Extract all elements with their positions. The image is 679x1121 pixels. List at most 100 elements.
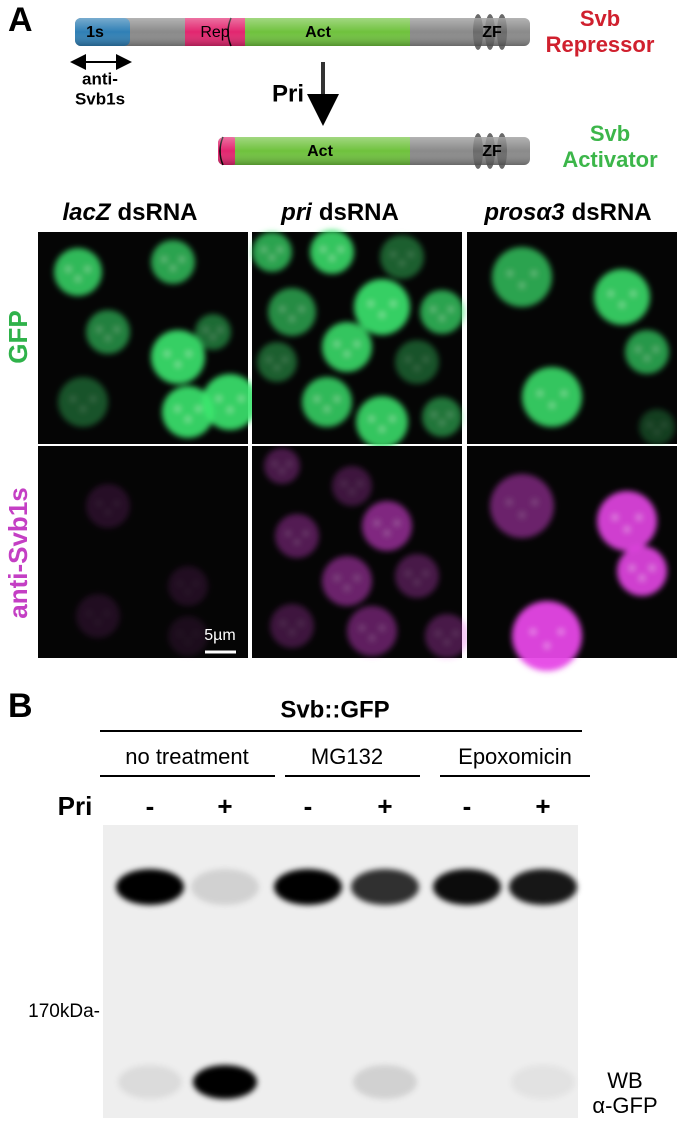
speckle [430, 306, 437, 313]
lane-label: - [304, 791, 313, 821]
nucleus [332, 466, 372, 506]
nucleus [490, 474, 554, 538]
speckle [324, 406, 330, 412]
nuclei [492, 247, 675, 445]
speckle [289, 629, 295, 636]
speckle [531, 499, 538, 506]
speckle [96, 326, 103, 333]
nucleus [275, 514, 319, 558]
nucleus [594, 269, 650, 325]
speckle [298, 306, 305, 313]
speckle [210, 334, 216, 341]
speckle [649, 565, 655, 571]
gene-name: pri [280, 199, 313, 226]
speckle [341, 480, 347, 487]
row-label: GFP [3, 310, 33, 363]
speckle [635, 346, 642, 353]
nucleus [257, 342, 297, 382]
speckle [506, 499, 513, 506]
nucleus [322, 322, 372, 372]
nucleus [354, 279, 410, 335]
speckle [238, 395, 245, 402]
speckle [161, 256, 168, 263]
speckle [531, 270, 537, 277]
speckle [297, 620, 304, 627]
speckle [612, 514, 618, 521]
speckle [195, 405, 202, 412]
speckle [282, 356, 288, 363]
speckle [636, 514, 642, 521]
nucleus [420, 290, 464, 334]
speckle [274, 364, 280, 371]
speckle [537, 390, 543, 397]
nucleus [168, 616, 208, 656]
antibody-label: WB [607, 1068, 642, 1093]
speckle [175, 361, 181, 368]
speckle [439, 419, 445, 426]
speckle [113, 500, 120, 507]
speckle [215, 395, 222, 402]
blot-bands [116, 869, 577, 1099]
micrograph [252, 230, 464, 448]
speckle [530, 628, 536, 635]
scale-bar-label: 5µm [204, 627, 235, 644]
lane-label: - [146, 791, 155, 821]
nucleus [58, 377, 108, 427]
speckle [369, 635, 375, 641]
nuclei [76, 484, 208, 656]
speckle [334, 341, 340, 347]
nucleus [264, 448, 300, 484]
speckle [269, 254, 275, 261]
micrograph [252, 446, 469, 658]
speckle [277, 246, 283, 253]
speckle [431, 411, 437, 418]
speckle [344, 351, 350, 357]
band [433, 869, 501, 905]
speckle [544, 642, 550, 649]
nucleus [522, 367, 582, 427]
speckle [286, 460, 293, 467]
speckle [394, 520, 400, 526]
speckle [354, 575, 360, 581]
domain-label: ZF [482, 143, 502, 160]
nucleus [195, 314, 231, 350]
nucleus [395, 340, 439, 384]
speckle [280, 620, 287, 627]
nucleus [202, 374, 258, 430]
nucleus [252, 232, 292, 272]
lane-label: - [463, 791, 472, 821]
speckle [193, 580, 199, 587]
lane-label: + [377, 791, 392, 821]
lane-label: + [535, 791, 550, 821]
speckle [314, 396, 320, 402]
speckle [344, 585, 350, 591]
nucleus [597, 491, 657, 551]
domain-label: 1s [86, 24, 104, 41]
speckle [646, 421, 653, 428]
speckle [261, 246, 267, 253]
speckle [193, 630, 199, 637]
band [351, 869, 419, 905]
speckle [289, 315, 295, 322]
lane-labels: - + - + - + [146, 791, 551, 821]
protein-name: Repressor [546, 32, 655, 57]
speckle [607, 290, 614, 297]
speckle [65, 266, 72, 273]
treatment-suffix: dsRNA [572, 199, 652, 226]
speckle [405, 356, 412, 363]
speckle [452, 630, 459, 637]
speckle [271, 460, 278, 467]
speckle [405, 570, 412, 577]
speckle [334, 396, 340, 402]
speckle [217, 326, 224, 333]
speckle [519, 511, 525, 518]
nucleus [395, 554, 439, 598]
speckle [178, 256, 185, 263]
speckle [619, 301, 625, 308]
speckle [661, 421, 668, 428]
speckle [95, 619, 101, 626]
speckle [75, 275, 81, 282]
band [274, 869, 342, 905]
band [118, 1065, 182, 1099]
row-label: Pri [58, 791, 93, 821]
